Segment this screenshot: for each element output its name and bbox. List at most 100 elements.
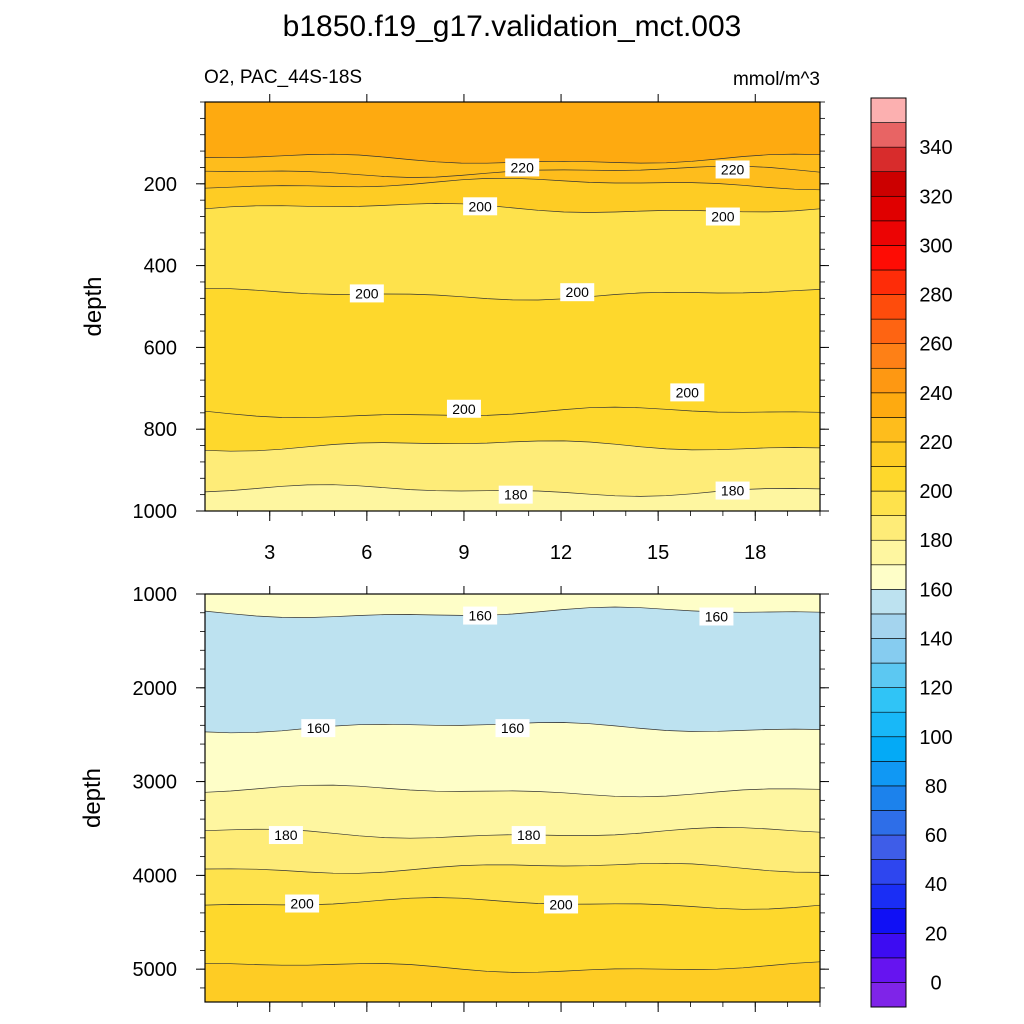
contour-fill-band bbox=[205, 407, 820, 452]
y-axis-label: depth bbox=[80, 276, 107, 336]
colorbar-swatch bbox=[870, 343, 907, 369]
contour-label-text: 220 bbox=[721, 161, 745, 177]
colorbar-swatch bbox=[870, 613, 907, 639]
colorbar-swatch bbox=[870, 367, 907, 394]
contour-label-text: 180 bbox=[517, 827, 541, 843]
colorbar-tick-label: 260 bbox=[919, 334, 952, 356]
contour-label-bg bbox=[495, 719, 530, 738]
contour-label-bg bbox=[285, 894, 320, 913]
contour-label-bg bbox=[463, 197, 498, 216]
contour-label: 180 bbox=[268, 826, 303, 845]
contour-line bbox=[204, 862, 821, 874]
contour-label: 200 bbox=[463, 197, 498, 216]
contour-label: 180 bbox=[511, 826, 546, 845]
colorbar-swatch bbox=[870, 269, 907, 295]
contour-label-text: 200 bbox=[355, 285, 379, 301]
colorbar-swatch bbox=[870, 687, 907, 713]
x-tick-label: 6 bbox=[361, 542, 372, 564]
colorbar: 0 20 40 60 80 100 120 140 160 180 200 220 240 260 280 3… bbox=[870, 97, 953, 1008]
contour-label-bg bbox=[349, 284, 384, 303]
contour-label: 200 bbox=[285, 894, 320, 913]
colorbar-tick-label: 300 bbox=[919, 235, 952, 257]
colorbar-tick-label: 40 bbox=[925, 874, 947, 896]
contour-label: 180 bbox=[715, 481, 750, 500]
colorbar-swatch bbox=[870, 810, 907, 836]
contour-label: 200 bbox=[446, 399, 481, 418]
colorbar-swatch bbox=[870, 736, 907, 762]
contour-fill-band bbox=[205, 607, 820, 733]
contour-label: 200 bbox=[670, 383, 705, 402]
contour-line bbox=[204, 440, 821, 452]
upper-depth-panel: 200 400 600 800 1000 3 6 9 12 15 18 depth 220 220 200 2… bbox=[80, 94, 829, 564]
colorbar-swatch bbox=[870, 761, 907, 787]
contour-label-text: 220 bbox=[511, 159, 535, 175]
colorbar-tick-label: 340 bbox=[919, 137, 952, 159]
colorbar-swatch bbox=[870, 490, 907, 516]
contour-label-text: 180 bbox=[721, 483, 745, 499]
colorbar-swatch bbox=[870, 417, 907, 443]
contour-fill-band bbox=[205, 594, 820, 618]
contour-label-text: 200 bbox=[676, 384, 700, 400]
colorbar-swatch bbox=[870, 883, 907, 910]
contour-label: 160 bbox=[699, 607, 734, 626]
plot-frame bbox=[204, 593, 821, 1003]
contour-label-text: 160 bbox=[468, 608, 492, 624]
colorbar-swatch bbox=[870, 638, 907, 664]
contour-line bbox=[204, 406, 821, 419]
contour-line bbox=[204, 961, 821, 973]
contour-label: 200 bbox=[544, 895, 579, 914]
y-tick-label: 4000 bbox=[133, 865, 178, 887]
contour-fill-band bbox=[205, 203, 820, 300]
colorbar-swatch bbox=[870, 245, 907, 271]
colorbar-swatch bbox=[870, 441, 907, 467]
colorbar-swatch bbox=[870, 318, 907, 344]
contour-label-bg bbox=[498, 485, 533, 504]
contour-label-bg bbox=[463, 606, 498, 625]
colorbar-swatch bbox=[870, 785, 907, 811]
colorbar-swatch bbox=[870, 220, 907, 246]
contour-label-bg bbox=[699, 607, 734, 626]
contour-label: 160 bbox=[495, 719, 530, 738]
contour-label-bg bbox=[715, 481, 750, 500]
contour-label-text: 200 bbox=[711, 209, 735, 225]
y-tick-label: 3000 bbox=[133, 772, 178, 794]
x-tick-label: 12 bbox=[550, 542, 572, 564]
contour-label-bg bbox=[544, 895, 579, 914]
contour-fill-band bbox=[205, 785, 820, 839]
contour-label-bg bbox=[268, 826, 303, 845]
x-tick-label: 9 bbox=[458, 542, 469, 564]
contour-label-bg bbox=[715, 160, 750, 179]
colorbar-tick-label: 160 bbox=[919, 579, 952, 601]
colorbar-tick-label: 60 bbox=[925, 825, 947, 847]
contour-label-text: 160 bbox=[501, 720, 525, 736]
contour-label-bg bbox=[705, 207, 740, 226]
contour-label-bg bbox=[505, 158, 540, 177]
contour-label-text: 200 bbox=[452, 401, 476, 417]
contour-fill-band bbox=[205, 961, 820, 1002]
colorbar-tick-label: 80 bbox=[925, 776, 947, 798]
lower-depth-panel: 1000 2000 3000 4000 5000 depth 160 160 160 160 180… bbox=[79, 584, 829, 1012]
contour-label: 200 bbox=[560, 283, 595, 302]
contour-label-text: 200 bbox=[290, 896, 314, 912]
y-tick-label: 1000 bbox=[133, 501, 178, 523]
colorbar-swatch bbox=[870, 97, 907, 123]
colorbar-swatch bbox=[870, 859, 907, 885]
contour-fill-band bbox=[205, 102, 820, 164]
colorbar-swatch bbox=[870, 195, 907, 222]
contour-fill-band bbox=[205, 897, 820, 973]
colorbar-tick-label: 180 bbox=[919, 530, 952, 552]
plot-frame bbox=[204, 101, 821, 512]
y-tick-label: 5000 bbox=[133, 959, 178, 981]
colorbar-swatch bbox=[870, 589, 907, 615]
contour-label-text: 180 bbox=[504, 487, 528, 503]
contour-label: 220 bbox=[505, 158, 540, 177]
colorbar-swatch bbox=[870, 171, 907, 197]
contour-label-bg bbox=[511, 826, 546, 845]
contour-label: 180 bbox=[498, 485, 533, 504]
contour-line bbox=[204, 784, 821, 798]
colorbar-tick-label: 0 bbox=[930, 972, 941, 994]
contour-label: 200 bbox=[705, 207, 740, 226]
contour-fill-band bbox=[205, 827, 820, 874]
colorbar-tick-label: 240 bbox=[919, 383, 952, 405]
contour-label-text: 200 bbox=[566, 284, 590, 300]
